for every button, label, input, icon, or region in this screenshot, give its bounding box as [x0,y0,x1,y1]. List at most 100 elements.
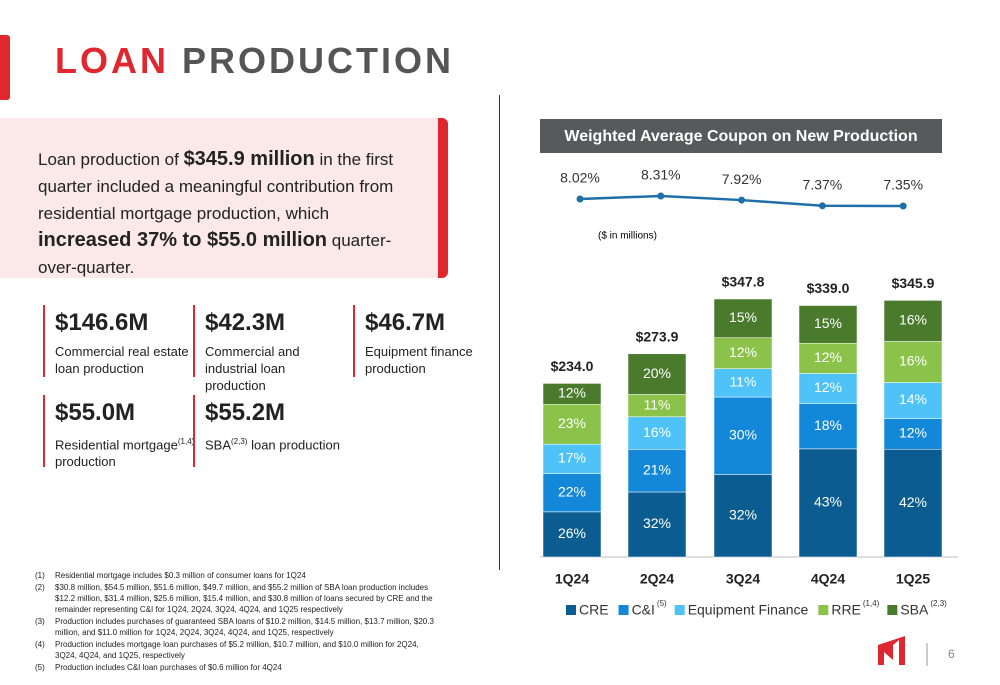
segment-label: 26% [558,525,586,541]
stat-label: SBA [205,437,232,453]
footnote-text: Production includes mortgage loan purcha… [55,640,419,660]
segment-label: 43% [814,494,842,510]
footnote-marker: (1) [35,571,45,580]
bar-segment [627,491,687,558]
segment-label: 14% [899,391,927,407]
legend-swatch [818,605,829,615]
bar-segment [798,342,858,374]
legend-swatch [887,605,898,615]
segment-label: 16% [899,353,927,369]
chart-subtitle: ($ in millions) [598,231,657,242]
bar-segment [883,448,943,558]
stat-label-box: Residential mortgage(1,4) production [55,433,195,470]
coupon-label: 8.31% [641,167,681,183]
stat-card: $146.6M Commercial real estate loan produ… [43,305,193,377]
bar-segment [713,396,773,475]
callout: Loan production of $345.9 million in the… [0,118,448,278]
total-label: $339.0 [807,280,850,296]
bar-segment [883,382,943,419]
bar-segment [798,305,858,344]
bar-segment [798,373,858,404]
bar-segment [883,418,943,450]
segment-label: 23% [558,415,586,431]
bar-segment [627,416,687,450]
segment-label: 22% [558,483,586,499]
segment-label: 16% [643,424,671,440]
footnote-text: Residential mortgage includes $0.3 milli… [55,571,306,580]
chart-title-bar [540,119,942,153]
segment-label: 12% [729,344,757,360]
callout-segment: quarter-over-quarter. [38,231,392,277]
legend-label: SBA [900,602,929,618]
coupon-point [899,202,907,210]
footnote: (5) Production includes C&I loan purchase… [35,662,435,673]
callout-segment: $345.9 million [183,148,315,170]
footnote: (4) Production includes mortgage loan pur… [35,639,435,661]
x-tick-label: 3Q24 [726,571,760,587]
footnote-marker: (5) [35,663,45,672]
segment-label: 12% [558,385,586,401]
stat-value: $55.0M [55,399,136,426]
footnote: (2) $30.8 million, $54.5 million, $51.6 m… [35,582,435,615]
segment-label: 15% [729,309,757,325]
callout-segment: in the first quarter included a meaningf… [38,150,394,223]
legend-note: (5) [657,599,667,608]
stat-card: $55.0M Residential mortgage(1,4) producti… [43,395,195,470]
stat-card: $46.7M Equipment finance production [353,305,483,377]
segment-label: 32% [729,506,757,522]
legend-swatch [566,605,576,615]
footnote: (1) Residential mortgage includes $0.3 mi… [35,570,435,581]
coupon-label: 7.92% [722,171,762,187]
stat-note: (1,4) [177,437,195,446]
stat-value: $46.7M [365,309,446,336]
segment-label: 20% [643,365,671,381]
coupon-point [576,195,584,203]
bar-segment [713,337,773,369]
callout-segment: increased 37% to $55.0 million [38,229,328,251]
bar-segment [798,403,858,450]
legend-label: C&I [632,602,655,618]
coupon-label: 7.35% [883,177,923,193]
stat-note: (2,3) [231,437,248,446]
bar-stack: 26% 22% 17% 23% 12% [542,383,602,558]
bar-segment [542,511,602,558]
x-tick-label: 1Q24 [555,571,589,587]
footnote-text: $30.8 million, $54.5 million, $51.6 mill… [55,583,433,614]
bar-segment [542,383,602,405]
stat-label-after: loan production [247,437,340,453]
chart-title: Weighted Average Coupon on New Productio… [564,128,917,145]
segment-label: 32% [643,515,671,531]
segment-label: 12% [814,349,842,365]
stat-value: $42.3M [205,309,286,336]
stat-card: $55.2M SBA(2,3) loan production [193,395,353,467]
bar-segment [713,298,773,338]
segment-label: 12% [814,379,842,395]
stat-label: Commercial real estate loan production [55,344,189,376]
segment-label: 12% [899,425,927,441]
callout-segment: Loan production of [38,150,184,169]
accent-tab [0,35,10,100]
callout-text: Loan production of $345.9 million in the… [38,146,408,281]
title-rest: PRODUCTION [182,40,455,81]
stat-card: $42.3M Commercial and industrial loan pro… [193,305,353,393]
segment-label: 21% [643,461,671,477]
segment-label: 17% [558,450,586,466]
segment-label: 18% [814,417,842,433]
bar-segment [883,341,943,383]
legend-label: Equipment Finance [688,602,809,618]
bar-segment [627,353,687,395]
stat-label-box: Commercial and industrial loan productio… [205,343,345,394]
x-tick-label: 2Q24 [640,571,674,587]
bar-segment [542,473,602,513]
legend-swatch [674,605,685,615]
stat-value: $55.2M [205,399,286,426]
stat-label-box: Commercial real estate loan production [55,343,195,377]
bar-segment [713,474,773,558]
total-label: $347.8 [722,274,765,290]
legend-label: RRE [831,602,861,618]
segment-label: 16% [899,312,927,328]
stat-label: Commercial and industrial loan productio… [205,344,300,393]
slide-title: LOAN PRODUCTION [55,40,454,82]
